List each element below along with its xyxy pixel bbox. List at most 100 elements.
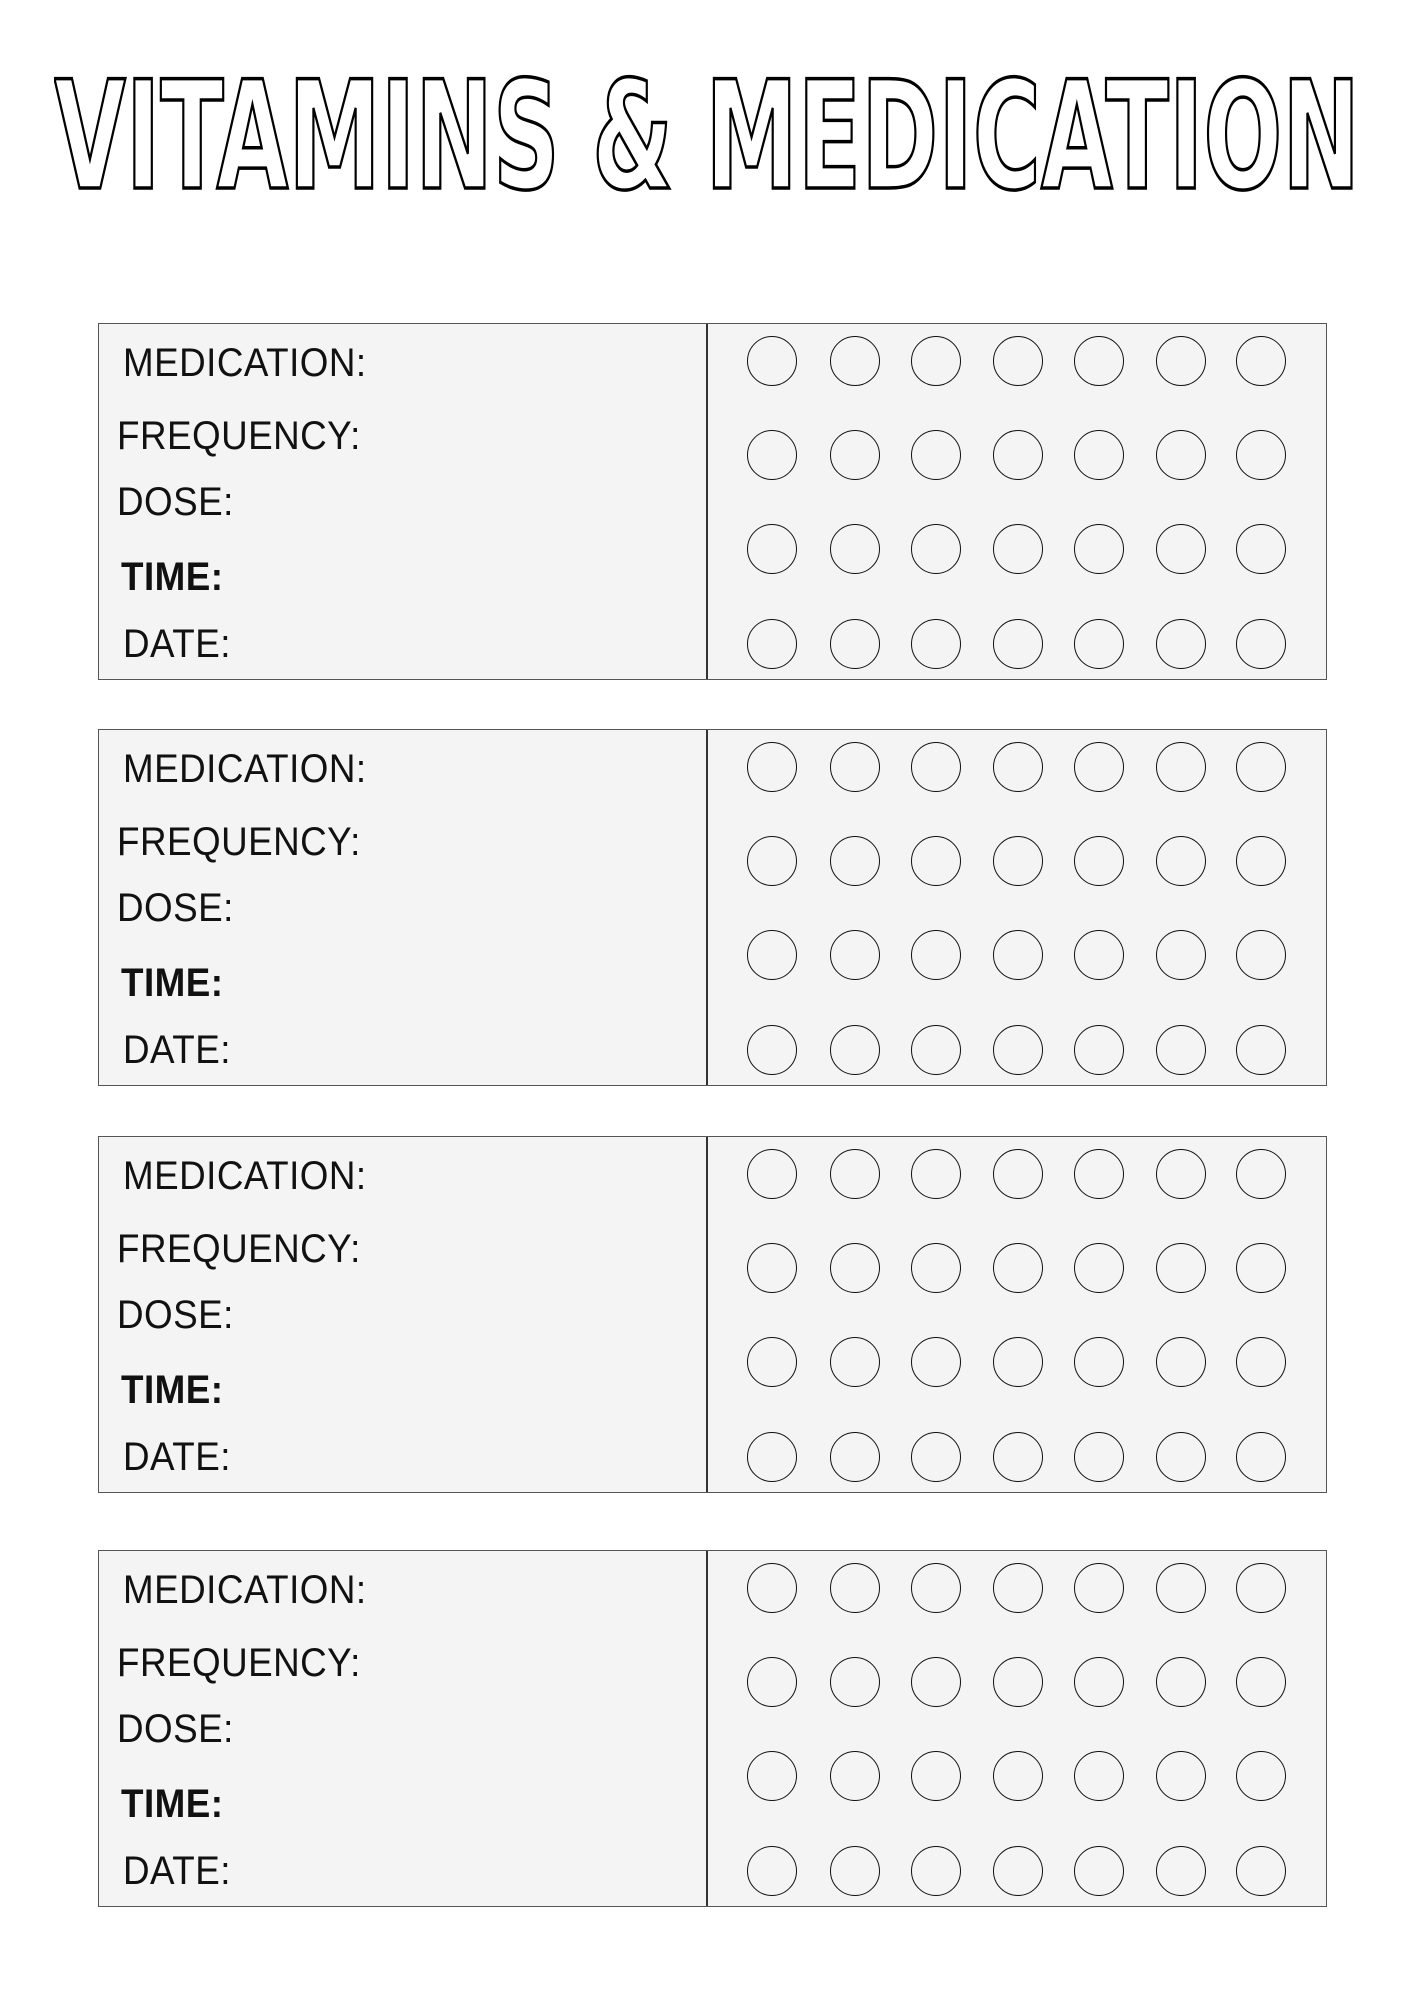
tracker-checkbox-circle[interactable]: [911, 1243, 961, 1293]
tracker-checkbox-circle[interactable]: [830, 619, 880, 669]
tracker-checkbox-circle[interactable]: [911, 1751, 961, 1801]
tracker-checkbox-circle[interactable]: [1074, 1563, 1124, 1613]
tracker-checkbox-circle[interactable]: [830, 1751, 880, 1801]
tracker-checkbox-circle[interactable]: [1236, 1243, 1286, 1293]
tracker-checkbox-circle[interactable]: [1074, 1025, 1124, 1075]
tracker-checkbox-circle[interactable]: [1074, 742, 1124, 792]
tracker-checkbox-circle[interactable]: [993, 619, 1043, 669]
tracker-checkbox-circle[interactable]: [1074, 1657, 1124, 1707]
tracker-checkbox-circle[interactable]: [747, 524, 797, 574]
tracker-checkbox-circle[interactable]: [1236, 619, 1286, 669]
tracker-checkbox-circle[interactable]: [1156, 1149, 1206, 1199]
tracker-checkbox-circle[interactable]: [1074, 1149, 1124, 1199]
tracker-checkbox-circle[interactable]: [993, 524, 1043, 574]
tracker-checkbox-circle[interactable]: [993, 1563, 1043, 1613]
tracker-checkbox-circle[interactable]: [747, 1149, 797, 1199]
tracker-checkbox-circle[interactable]: [1236, 524, 1286, 574]
tracker-checkbox-circle[interactable]: [1156, 836, 1206, 886]
tracker-checkbox-circle[interactable]: [911, 836, 961, 886]
tracker-checkbox-circle[interactable]: [1236, 836, 1286, 886]
tracker-checkbox-circle[interactable]: [911, 1432, 961, 1482]
tracker-checkbox-circle[interactable]: [830, 1149, 880, 1199]
tracker-checkbox-circle[interactable]: [747, 1337, 797, 1387]
tracker-checkbox-circle[interactable]: [1236, 1751, 1286, 1801]
tracker-checkbox-circle[interactable]: [747, 1243, 797, 1293]
tracker-checkbox-circle[interactable]: [1156, 1563, 1206, 1613]
tracker-checkbox-circle[interactable]: [747, 836, 797, 886]
tracker-checkbox-circle[interactable]: [1156, 742, 1206, 792]
tracker-checkbox-circle[interactable]: [1074, 619, 1124, 669]
tracker-checkbox-circle[interactable]: [1236, 742, 1286, 792]
tracker-checkbox-circle[interactable]: [993, 1025, 1043, 1075]
tracker-checkbox-circle[interactable]: [747, 930, 797, 980]
tracker-checkbox-circle[interactable]: [830, 836, 880, 886]
tracker-checkbox-circle[interactable]: [830, 430, 880, 480]
tracker-checkbox-circle[interactable]: [911, 1657, 961, 1707]
tracker-checkbox-circle[interactable]: [1236, 1025, 1286, 1075]
tracker-checkbox-circle[interactable]: [1236, 430, 1286, 480]
tracker-checkbox-circle[interactable]: [993, 1149, 1043, 1199]
tracker-checkbox-circle[interactable]: [1156, 524, 1206, 574]
tracker-checkbox-circle[interactable]: [993, 1657, 1043, 1707]
tracker-checkbox-circle[interactable]: [911, 430, 961, 480]
tracker-checkbox-circle[interactable]: [1156, 1657, 1206, 1707]
tracker-checkbox-circle[interactable]: [911, 1563, 961, 1613]
tracker-checkbox-circle[interactable]: [830, 1846, 880, 1896]
tracker-checkbox-circle[interactable]: [1156, 1243, 1206, 1293]
tracker-checkbox-circle[interactable]: [993, 1846, 1043, 1896]
tracker-checkbox-circle[interactable]: [747, 1657, 797, 1707]
tracker-checkbox-circle[interactable]: [747, 1846, 797, 1896]
tracker-checkbox-circle[interactable]: [911, 524, 961, 574]
tracker-checkbox-circle[interactable]: [993, 1337, 1043, 1387]
tracker-checkbox-circle[interactable]: [911, 1337, 961, 1387]
tracker-checkbox-circle[interactable]: [1236, 1846, 1286, 1896]
tracker-checkbox-circle[interactable]: [993, 430, 1043, 480]
tracker-checkbox-circle[interactable]: [993, 1751, 1043, 1801]
tracker-checkbox-circle[interactable]: [911, 619, 961, 669]
tracker-checkbox-circle[interactable]: [1156, 619, 1206, 669]
tracker-checkbox-circle[interactable]: [993, 336, 1043, 386]
tracker-checkbox-circle[interactable]: [1156, 430, 1206, 480]
tracker-checkbox-circle[interactable]: [993, 836, 1043, 886]
tracker-checkbox-circle[interactable]: [1156, 930, 1206, 980]
tracker-checkbox-circle[interactable]: [1074, 930, 1124, 980]
tracker-checkbox-circle[interactable]: [830, 1243, 880, 1293]
tracker-checkbox-circle[interactable]: [911, 336, 961, 386]
tracker-checkbox-circle[interactable]: [1236, 1337, 1286, 1387]
tracker-checkbox-circle[interactable]: [1074, 1337, 1124, 1387]
tracker-checkbox-circle[interactable]: [1156, 1337, 1206, 1387]
tracker-checkbox-circle[interactable]: [911, 1846, 961, 1896]
tracker-checkbox-circle[interactable]: [747, 742, 797, 792]
tracker-checkbox-circle[interactable]: [911, 742, 961, 792]
tracker-checkbox-circle[interactable]: [993, 742, 1043, 792]
tracker-checkbox-circle[interactable]: [911, 1149, 961, 1199]
tracker-checkbox-circle[interactable]: [1074, 1243, 1124, 1293]
tracker-checkbox-circle[interactable]: [993, 1243, 1043, 1293]
tracker-checkbox-circle[interactable]: [911, 930, 961, 980]
tracker-checkbox-circle[interactable]: [830, 1657, 880, 1707]
tracker-checkbox-circle[interactable]: [1074, 430, 1124, 480]
tracker-checkbox-circle[interactable]: [1156, 336, 1206, 386]
tracker-checkbox-circle[interactable]: [747, 1432, 797, 1482]
tracker-checkbox-circle[interactable]: [1156, 1751, 1206, 1801]
tracker-checkbox-circle[interactable]: [1074, 836, 1124, 886]
tracker-checkbox-circle[interactable]: [1236, 930, 1286, 980]
tracker-checkbox-circle[interactable]: [1156, 1025, 1206, 1075]
tracker-checkbox-circle[interactable]: [1236, 1563, 1286, 1613]
tracker-checkbox-circle[interactable]: [1156, 1846, 1206, 1896]
tracker-checkbox-circle[interactable]: [1074, 1846, 1124, 1896]
tracker-checkbox-circle[interactable]: [747, 430, 797, 480]
tracker-checkbox-circle[interactable]: [830, 742, 880, 792]
tracker-checkbox-circle[interactable]: [1074, 1751, 1124, 1801]
tracker-checkbox-circle[interactable]: [911, 1025, 961, 1075]
tracker-checkbox-circle[interactable]: [1236, 1149, 1286, 1199]
tracker-checkbox-circle[interactable]: [993, 930, 1043, 980]
tracker-checkbox-circle[interactable]: [1236, 336, 1286, 386]
tracker-checkbox-circle[interactable]: [830, 1432, 880, 1482]
tracker-checkbox-circle[interactable]: [1074, 336, 1124, 386]
tracker-checkbox-circle[interactable]: [747, 336, 797, 386]
tracker-checkbox-circle[interactable]: [1236, 1657, 1286, 1707]
tracker-checkbox-circle[interactable]: [830, 1025, 880, 1075]
tracker-checkbox-circle[interactable]: [747, 1751, 797, 1801]
tracker-checkbox-circle[interactable]: [747, 619, 797, 669]
